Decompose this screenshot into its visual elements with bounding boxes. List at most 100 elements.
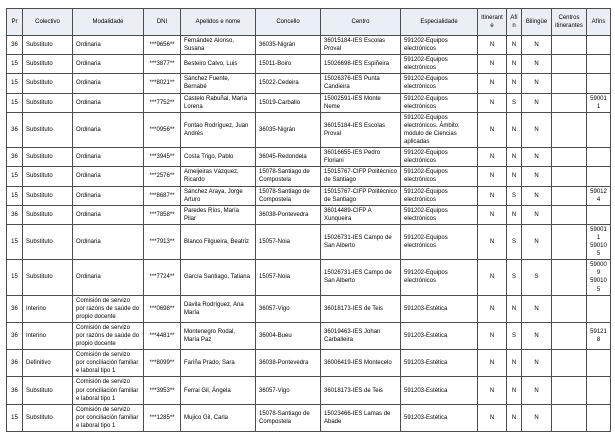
cell-colectivo: Substituto (22, 204, 73, 225)
cell-dni: ***8099** (143, 349, 181, 378)
table-row: 15 Substituto Ordinaria ***7913** Blanco Fil… (6, 223, 611, 261)
cell-apelidos_e_nome: Ameijeiras Vázquez, Ricardo (180, 166, 256, 187)
cell-bilingue: N (521, 54, 552, 75)
cell-colectivo: Substituto (22, 73, 73, 94)
cell-itinerante: N (477, 185, 507, 206)
cell-colectivo: Substituto (22, 166, 73, 187)
cell-colectivo: Substituto (22, 54, 73, 75)
cell-itinerante: N (477, 403, 507, 432)
cell-bilingue: S (521, 259, 552, 296)
cell-concello: 15019-Carballo (255, 92, 321, 113)
cell-especialidade: 591202-Equipos electrónicos (400, 34, 478, 56)
cell-pr: 36 (6, 349, 23, 378)
cell-afins (586, 376, 611, 405)
column-header-pr: Pr (6, 8, 23, 36)
cell-afins (586, 147, 611, 168)
column-header-concello: Concello (255, 8, 321, 36)
cell-apelidos_e_nome: Blanco Filgueira, Beatriz (180, 223, 256, 261)
cell-dni: ***3945** (143, 147, 181, 168)
cell-dni: ***3953** (143, 376, 181, 405)
cell-itinerante: N (477, 294, 507, 323)
cell-especialidade: 591203-Estética (400, 294, 478, 323)
cell-concello: 36038-Pontevedra (255, 349, 321, 378)
cell-modalidade: Ordinaria (72, 204, 144, 225)
cell-centros_itinerantes (551, 403, 587, 432)
cell-concello: 36038-Pontevedra (255, 204, 321, 225)
cell-modalidade: Ordinaria (72, 92, 144, 113)
cell-pr: 15 (6, 73, 23, 94)
cell-afin: N (506, 166, 522, 187)
cell-bilingue: N (521, 73, 552, 94)
cell-especialidade: 591202-Equipos electrónicos. Ámbito: mód… (400, 111, 478, 149)
cell-bilingue: N (521, 294, 552, 323)
cell-bilingue: N (521, 223, 552, 261)
cell-itinerante: N (477, 54, 507, 75)
cell-afin: N (506, 147, 522, 168)
cell-modalidade: Comisión de servizo por conciliación fam… (72, 403, 144, 432)
column-header-apelidos_e_nome: Apelidos e nome (180, 8, 256, 36)
cell-dni: ***7913** (143, 223, 181, 261)
table-header-row: Pr Colectivo Modalidade DNI Apelidos e nome C… (6, 8, 611, 36)
cell-centros_itinerantes (551, 259, 587, 296)
cell-afins: 590011 590105 (586, 223, 611, 261)
cell-especialidade: 591203-Estética (400, 376, 478, 405)
cell-concello: 15022-Cedeira (255, 73, 321, 94)
table-row: 15 Substituto Ordinaria ***8687** Sánchez Ar… (6, 185, 611, 206)
table-row: 15 Substituto Ordinaria ***8021** Sánchez Fu… (6, 73, 611, 94)
cell-dni: ***0956** (143, 111, 181, 149)
cell-modalidade: Ordinaria (72, 166, 144, 187)
cell-bilingue: N (521, 111, 552, 149)
cell-concello: 15078-Santiago de Compostela (255, 403, 321, 432)
cell-apelidos_e_nome: Sánchez Fuente, Bernabé (180, 73, 256, 94)
table-row: 36 Interino Comisión de servizo por razóns… (6, 321, 611, 351)
cell-afin: N (506, 403, 522, 432)
cell-dni: ***3877** (143, 54, 181, 75)
cell-itinerante: N (477, 73, 507, 94)
cell-dni: ***9656** (143, 34, 181, 56)
table-row: 36 Substituto Ordinaria ***7858** Paredes Rí… (6, 204, 611, 225)
cell-afins: 591218 (586, 321, 611, 351)
cell-afins: 590009 590105 (586, 259, 611, 296)
cell-centros_itinerantes (551, 54, 587, 75)
cell-itinerante: N (477, 349, 507, 378)
cell-especialidade: 591202-Equipos electrónicos (400, 204, 478, 225)
cell-afins: 590124 (586, 185, 611, 206)
cell-afin: N (506, 111, 522, 149)
cell-apelidos_e_nome: Costa Trigo, Pablo (180, 147, 256, 168)
cell-concello: 36057-Vigo (255, 376, 321, 405)
cell-especialidade: 591202-Equipos electrónicos (400, 259, 478, 296)
table-row: 36 Substituto Ordinaria ***0956** Fontao Rod… (6, 111, 611, 149)
cell-especialidade: 591202-Equipos electrónicos (400, 54, 478, 75)
cell-afins (586, 349, 611, 378)
cell-apelidos_e_nome: Montenegro Rodal, María Paz (180, 321, 256, 351)
cell-colectivo: Interino (22, 321, 73, 351)
cell-especialidade: 591202-Equipos electrónicos (400, 92, 478, 113)
cell-itinerante: N (477, 223, 507, 261)
cell-centro: 36014489-CIFP A Xunqueira (320, 204, 401, 225)
cell-pr: 36 (6, 321, 23, 351)
cell-afin: S (506, 185, 522, 206)
cell-modalidade: Ordinaria (72, 54, 144, 75)
cell-centros_itinerantes (551, 73, 587, 94)
cell-concello: 15011-Boiro (255, 54, 321, 75)
cell-pr: 36 (6, 34, 23, 56)
cell-apelidos_e_nome: Fernández Alonso, Susana (180, 34, 256, 56)
cell-dni: ***7858** (143, 204, 181, 225)
cell-bilingue: N (521, 376, 552, 405)
cell-centros_itinerantes (551, 185, 587, 206)
cell-pr: 15 (6, 259, 23, 296)
cell-bilingue: N (521, 185, 552, 206)
cell-itinerante: N (477, 92, 507, 113)
cell-apelidos_e_nome: Davila Rodríguez, Ana María (180, 294, 256, 323)
cell-pr: 36 (6, 147, 23, 168)
cell-itinerante: N (477, 34, 507, 56)
table-row: 15 Substituto Ordinaria ***3877** Besteiro C… (6, 54, 611, 75)
cell-itinerante: N (477, 321, 507, 351)
cell-pr: 15 (6, 403, 23, 432)
table-row: 15 Substituto Ordinaria ***2576** Ameijeiras… (6, 166, 611, 187)
cell-concello: 15078-Santiago de Compostela (255, 166, 321, 187)
cell-bilingue: N (521, 403, 552, 432)
cell-modalidade: Ordinaria (72, 111, 144, 149)
cell-concello: 36035-Nigrán (255, 111, 321, 149)
cell-especialidade: 591202-Equipos electrónicos (400, 147, 478, 168)
